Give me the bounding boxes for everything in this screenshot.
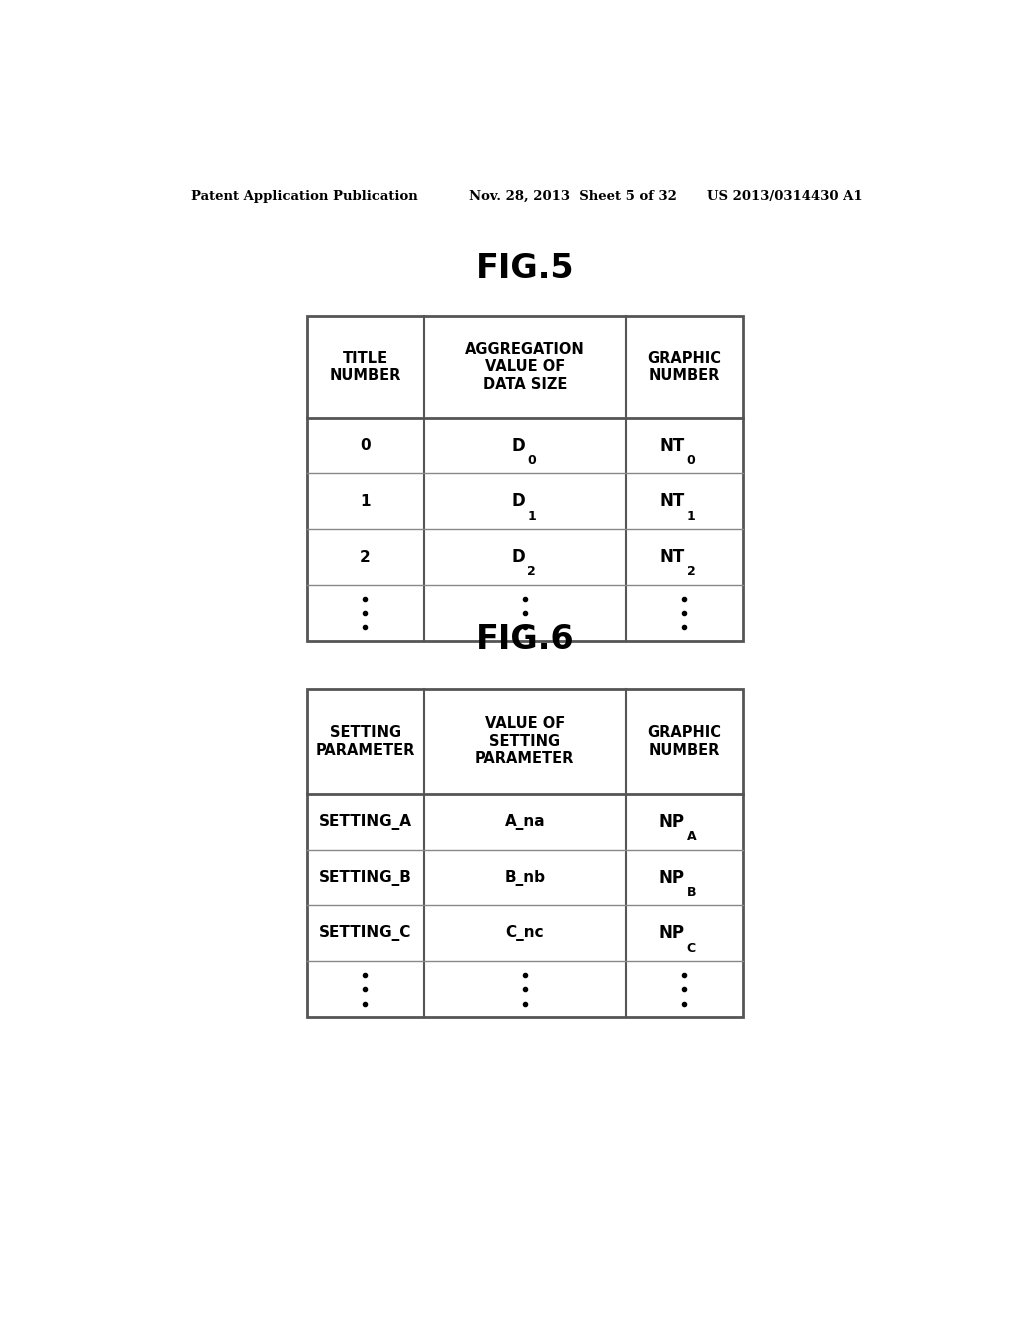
Text: 0: 0 (360, 438, 371, 453)
Text: 2: 2 (527, 565, 536, 578)
Text: 1: 1 (527, 510, 536, 523)
Text: GRAPHIC
NUMBER: GRAPHIC NUMBER (647, 725, 721, 758)
Text: SETTING_A: SETTING_A (318, 813, 412, 829)
Text: NP: NP (658, 813, 684, 830)
Text: B: B (687, 886, 696, 899)
Text: SETTING_C: SETTING_C (319, 925, 412, 941)
Text: 1: 1 (687, 510, 695, 523)
Text: GRAPHIC
NUMBER: GRAPHIC NUMBER (647, 351, 721, 383)
Text: C: C (687, 941, 696, 954)
Bar (306, 315, 743, 642)
Text: AGGREGATION
VALUE OF
DATA SIZE: AGGREGATION VALUE OF DATA SIZE (465, 342, 585, 392)
Text: 2: 2 (687, 565, 695, 578)
Text: 2: 2 (359, 550, 371, 565)
Text: Patent Application Publication: Patent Application Publication (191, 190, 418, 202)
Text: TITLE
NUMBER: TITLE NUMBER (330, 351, 401, 383)
Text: A: A (687, 830, 696, 842)
Text: SETTING_B: SETTING_B (318, 870, 412, 886)
Text: US 2013/0314430 A1: US 2013/0314430 A1 (708, 190, 863, 202)
Text: D: D (511, 492, 524, 511)
Bar (306, 689, 743, 1018)
Text: FIG.6: FIG.6 (475, 623, 574, 656)
Text: VALUE OF
SETTING
PARAMETER: VALUE OF SETTING PARAMETER (475, 717, 574, 766)
Text: NT: NT (659, 548, 684, 566)
Text: 0: 0 (527, 454, 536, 467)
Text: Nov. 28, 2013  Sheet 5 of 32: Nov. 28, 2013 Sheet 5 of 32 (469, 190, 677, 202)
Text: NT: NT (659, 437, 684, 454)
Text: 1: 1 (360, 494, 371, 510)
Text: FIG.5: FIG.5 (475, 252, 574, 285)
Text: NP: NP (658, 924, 684, 942)
Text: D: D (511, 437, 524, 454)
Text: D: D (511, 548, 524, 566)
Text: A_na: A_na (505, 813, 545, 829)
Text: SETTING
PARAMETER: SETTING PARAMETER (315, 725, 415, 758)
Text: NP: NP (658, 869, 684, 887)
Text: B_nb: B_nb (504, 870, 546, 886)
Text: 0: 0 (687, 454, 695, 467)
Text: NT: NT (659, 492, 684, 511)
Text: C_nc: C_nc (506, 925, 544, 941)
